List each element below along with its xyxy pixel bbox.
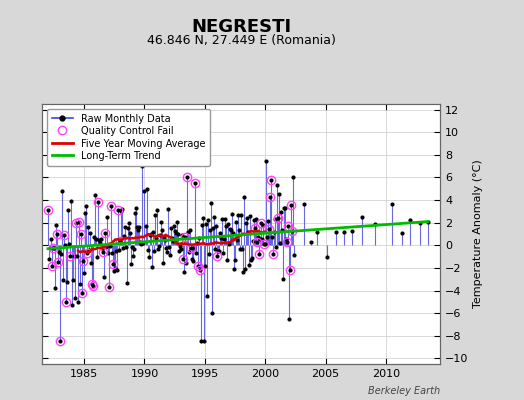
Text: 46.846 N, 27.449 E (Romania): 46.846 N, 27.449 E (Romania): [147, 34, 335, 47]
Text: NEGRESTI: NEGRESTI: [191, 18, 291, 36]
Y-axis label: Temperature Anomaly (°C): Temperature Anomaly (°C): [473, 160, 483, 308]
Legend: Raw Monthly Data, Quality Control Fail, Five Year Moving Average, Long-Term Tren: Raw Monthly Data, Quality Control Fail, …: [47, 109, 210, 166]
Text: Berkeley Earth: Berkeley Earth: [368, 386, 440, 396]
